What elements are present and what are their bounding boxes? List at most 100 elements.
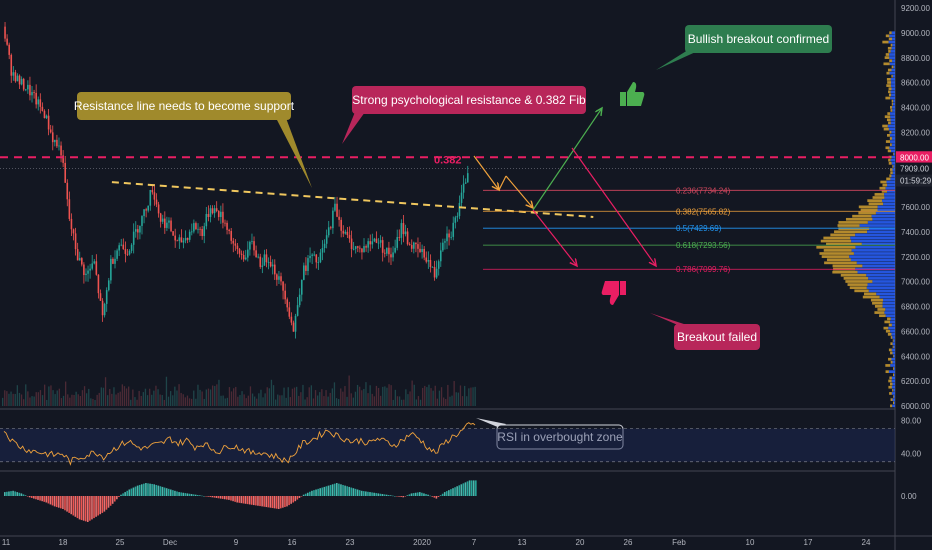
candle-body	[236, 245, 239, 250]
candle-body	[336, 203, 338, 217]
scenario-arrow[interactable]	[505, 175, 533, 208]
callout-breakout-failed[interactable]	[674, 324, 760, 350]
volume-profile-bar	[883, 202, 895, 206]
candle-body	[176, 240, 179, 242]
volume-profile-bar	[892, 382, 895, 386]
scenario-arrow[interactable]	[532, 209, 577, 266]
volume-bar	[306, 397, 308, 406]
volume-bar	[445, 398, 447, 406]
macd-histogram-bar	[172, 490, 174, 496]
macd-histogram-bar	[331, 484, 334, 496]
callout-resistance-support[interactable]	[77, 92, 291, 120]
volume-profile-bar	[888, 326, 895, 330]
volume-profile-bar	[887, 46, 892, 50]
volume-bar	[98, 392, 100, 406]
volume-profile-bar	[894, 401, 895, 405]
macd-histogram-bar	[342, 484, 344, 496]
macd-histogram-bar	[362, 491, 365, 496]
volume-bar	[92, 398, 94, 406]
macd-histogram-bar	[111, 496, 114, 504]
volume-bar	[138, 390, 140, 406]
macd-histogram-bar	[333, 483, 336, 496]
fibonacci-retracement[interactable]: 0.382 0.236(7734.24) 0.382(7565.82) 0.5(742…	[434, 154, 895, 274]
volume-profile-bar	[840, 273, 867, 277]
volume-bar	[245, 398, 247, 406]
volume-bar	[142, 392, 144, 406]
macd-histogram-bar	[441, 493, 444, 496]
price-tick-label: 9200.00	[901, 4, 930, 13]
countdown-tag[interactable]	[896, 174, 932, 187]
volume-bar	[199, 389, 201, 406]
volume-bar	[27, 391, 29, 406]
macd-histogram-bar	[105, 496, 108, 510]
volume-bar	[178, 384, 180, 406]
candle-body	[93, 261, 96, 264]
callout-bullish-breakout[interactable]	[685, 25, 832, 53]
volume-profile-bar	[889, 392, 892, 395]
countdown-tag-text: 01:59:29	[900, 177, 932, 186]
volume-profile-bar	[893, 345, 895, 349]
volume-bar	[354, 391, 357, 406]
volume-bar	[417, 396, 420, 406]
callout-rsi-overbought[interactable]	[496, 424, 624, 450]
candle-body	[456, 216, 459, 218]
time-axis[interactable]: 11 18 25 Dec 9 16 23 2020 7 13 20 26 Feb 10 17 24	[2, 538, 871, 547]
scenario-arrow[interactable]	[532, 108, 602, 211]
volume-profile-bar	[890, 121, 895, 125]
volume-bar	[325, 390, 327, 406]
macd-histogram-bar	[116, 496, 118, 500]
volume-profile-bar	[890, 43, 893, 47]
volume-profile-bar	[887, 183, 895, 187]
volume-profile-bar	[890, 143, 892, 147]
candle-body	[460, 192, 463, 203]
scenario-arrow[interactable]	[473, 155, 499, 190]
macd-histogram-bar	[132, 487, 135, 496]
volume-profile-bar	[892, 398, 895, 401]
volume-bar	[367, 393, 369, 406]
candle-body	[18, 75, 21, 85]
candle-body	[139, 225, 141, 233]
volume-profile-bar	[892, 339, 894, 342]
macd-histogram-bar	[89, 496, 91, 521]
scenario-arrows[interactable]	[473, 82, 656, 305]
volume-profile-bar	[890, 78, 895, 81]
volume-bar	[264, 393, 266, 406]
candle-body	[16, 75, 19, 82]
volume-profile-bar	[890, 140, 895, 143]
candle-body	[60, 145, 62, 156]
macd-histogram-bar	[298, 496, 301, 498]
macd-histogram-bar	[344, 485, 346, 496]
volume-profile-bar	[890, 168, 893, 171]
volume-profile-bar	[854, 289, 869, 293]
macd-histogram-bar	[122, 493, 124, 496]
candle-body	[105, 290, 108, 304]
volume-bar	[392, 399, 394, 406]
macd-histogram-bar	[404, 496, 407, 497]
macd-histogram-bar	[12, 490, 14, 496]
macd-histogram-bar	[257, 496, 259, 506]
candle-body	[20, 78, 23, 85]
callout-psychological-resistance[interactable]	[352, 86, 586, 114]
candle-body	[383, 252, 386, 254]
scenario-arrow[interactable]	[498, 175, 507, 191]
current-price-tag[interactable]	[896, 162, 932, 175]
volume-bar	[197, 384, 199, 406]
callout-psychological-resistance-pointer	[342, 112, 365, 144]
price-axis[interactable]: 6000.00 6200.00 6400.00 6600.00 6800.00 7000.…	[896, 4, 932, 501]
macd-histogram-bar	[140, 484, 143, 496]
macd-histogram-bar	[170, 489, 172, 496]
macd-histogram-bar	[419, 492, 421, 496]
volume-bar	[472, 387, 474, 406]
candle-body	[398, 237, 401, 238]
descending-resistance-trendline[interactable]	[111, 181, 594, 218]
volume-bar	[16, 385, 18, 406]
macd-histogram-bar	[282, 496, 284, 508]
resistance-price-tag[interactable]	[896, 151, 932, 164]
candle-body	[232, 240, 235, 244]
volume-bar	[71, 394, 73, 406]
volume-bar	[6, 391, 8, 406]
scenario-arrow[interactable]	[571, 147, 656, 266]
volume-bar	[419, 399, 422, 406]
callouts[interactable]: Resistance line needs to become support S…	[0, 0, 832, 450]
